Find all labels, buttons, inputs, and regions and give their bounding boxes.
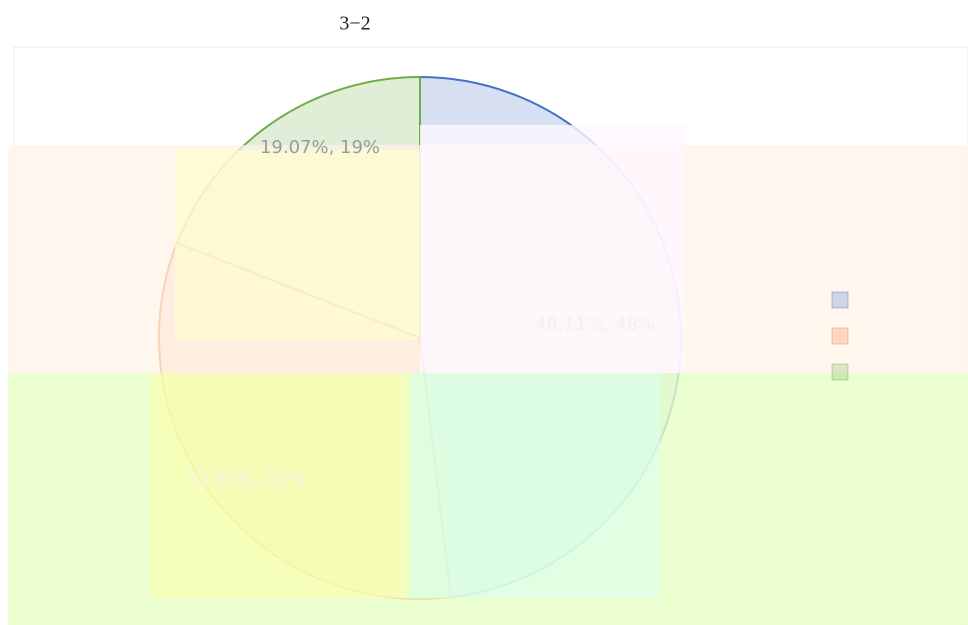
overlay-band — [150, 373, 410, 598]
overlay-band — [400, 373, 660, 598]
overlay-band — [420, 125, 685, 373]
legend-swatch — [831, 363, 849, 381]
overlay — [8, 125, 968, 625]
legend — [831, 291, 849, 381]
legend-swatch — [831, 327, 849, 345]
data-label: 19.07%, 19% — [260, 137, 380, 158]
data-label: 48.11%, 48% — [535, 314, 655, 335]
overlay-band — [175, 150, 420, 340]
chart-title: 3−2 — [339, 13, 370, 35]
legend-swatch — [831, 291, 849, 309]
data-label: 32.82%, 33% — [185, 469, 305, 490]
labels: 48.11%, 48% 32.82%, 33% 19.07%, 19% — [185, 137, 655, 490]
